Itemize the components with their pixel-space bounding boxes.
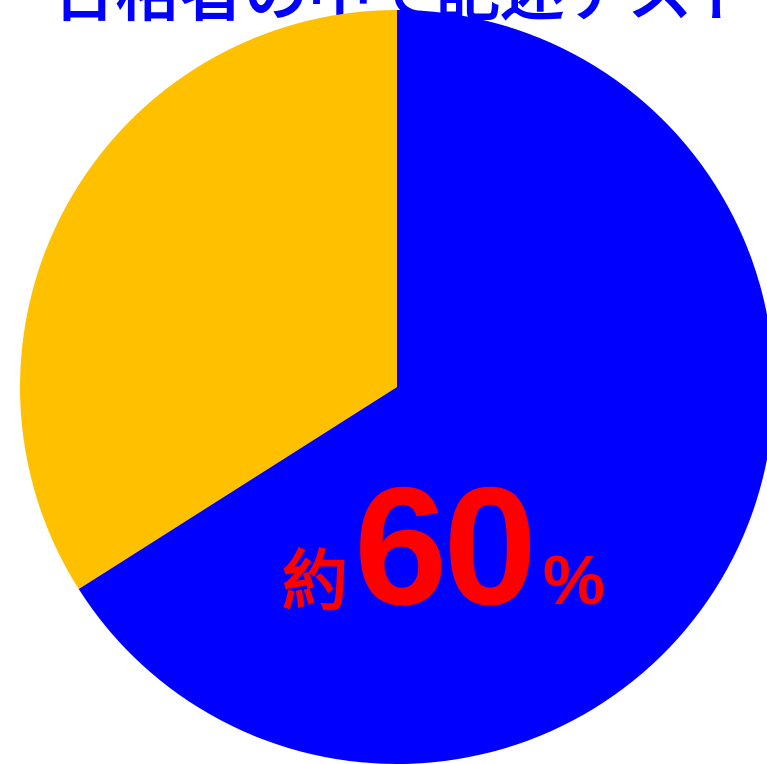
annotation-prefix: 約 — [282, 543, 348, 620]
pie-slice-1 — [78, 10, 767, 764]
annotation-value: 60 — [354, 452, 537, 640]
annotation-unit: % — [542, 541, 606, 619]
percentage-annotation: 約 60 % — [282, 462, 605, 630]
pie-slice-2 — [19, 10, 397, 590]
